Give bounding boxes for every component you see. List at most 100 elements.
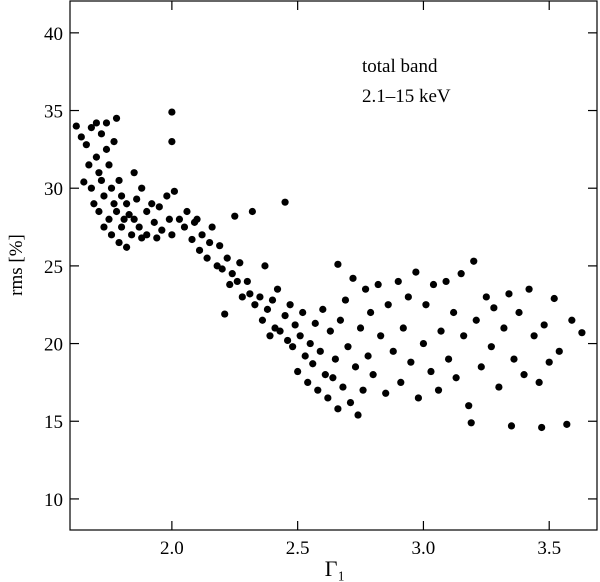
scatter-point [82, 141, 90, 149]
y-tick-label: 35 [44, 102, 63, 123]
scatter-point [397, 378, 405, 387]
scatter-point [128, 231, 136, 239]
scatter-point [168, 138, 176, 146]
scatter-point [80, 178, 88, 186]
scatter-point [223, 254, 231, 262]
scatter-point [203, 254, 211, 262]
scatter-point [331, 355, 339, 363]
scatter-point [389, 347, 397, 355]
scatter-point [311, 319, 319, 327]
scatter-point [233, 277, 241, 286]
scatter-point [221, 310, 229, 318]
scatter-point [228, 270, 236, 278]
scatter-point [155, 203, 163, 211]
scatter-point [72, 122, 80, 130]
scatter-point [281, 198, 289, 206]
scatter-point [367, 308, 375, 317]
scatter-point [291, 321, 299, 329]
y-tick-label: 20 [44, 335, 63, 356]
scatter-point [150, 218, 158, 226]
scatter-point [545, 358, 553, 366]
scatter-point [238, 293, 246, 301]
scatter-point [563, 420, 571, 428]
scatter-point [538, 423, 546, 432]
scatter-point [107, 231, 116, 239]
scatter-point [394, 277, 402, 286]
scatter-point [341, 296, 350, 304]
scatter-point [450, 308, 458, 317]
scatter-point [158, 226, 166, 234]
scatter-point [77, 133, 85, 141]
scatter-point [515, 308, 523, 317]
scatter-point [175, 215, 184, 223]
scatter-point [412, 268, 420, 276]
scatter-point [299, 308, 307, 317]
scatter-point [294, 367, 302, 376]
scatter-point [477, 363, 485, 371]
scatter-point [369, 371, 377, 379]
y-tick-label: 10 [44, 490, 63, 511]
scatter-point [304, 378, 312, 387]
scatter-point [102, 119, 111, 127]
scatter-point [206, 238, 214, 247]
scatter-point [319, 305, 327, 313]
scatter-point [442, 277, 450, 286]
scatter-point [283, 336, 292, 345]
scatter-point [143, 231, 151, 239]
scatter-point [407, 358, 415, 366]
scatter-point [125, 211, 133, 219]
scatter-point [117, 192, 126, 200]
scatter-point [85, 161, 93, 169]
scatter-point [100, 223, 108, 231]
scatter-point [273, 285, 282, 293]
scatter-point [105, 161, 113, 169]
scatter-point [143, 207, 151, 216]
scatter-point [95, 207, 103, 216]
scatter-point [281, 312, 289, 320]
scatter-point [482, 293, 490, 301]
scatter-point [301, 352, 309, 360]
x-tick-label: 2.5 [286, 538, 310, 559]
scatter-point [198, 231, 206, 239]
scatter-point [165, 215, 173, 223]
scatter-point [170, 187, 178, 195]
scatter-point [276, 327, 284, 335]
scatter-point [236, 259, 244, 267]
scatter-point [495, 383, 503, 391]
scatter-point [231, 212, 239, 220]
scatter-point [329, 374, 337, 382]
scatter-point [321, 371, 329, 379]
scatter-point [384, 301, 392, 309]
scatter-point [326, 327, 334, 335]
scatter-point [97, 130, 106, 138]
scatter-point [180, 223, 189, 231]
scatter-point [122, 243, 131, 251]
scatter-point [148, 200, 156, 208]
scatter-point [112, 114, 121, 122]
scatter-point [550, 294, 558, 303]
scatter-point [286, 301, 294, 309]
scatter-point [336, 316, 345, 324]
scatter-point [399, 324, 407, 332]
scatter-point [246, 290, 254, 298]
x-tick-label: 3.5 [537, 538, 561, 559]
scatter-point [263, 305, 272, 313]
scatter-point [361, 285, 370, 293]
scatter-point [193, 215, 201, 223]
y-axis-label: rms [%] [6, 234, 27, 296]
scatter-point [382, 389, 390, 397]
scatter-point [130, 215, 138, 223]
scatter-point [472, 316, 480, 324]
scatter-point [163, 192, 171, 200]
y-tick-label: 25 [44, 257, 63, 278]
scatter-point [115, 176, 123, 185]
scatter-point [404, 293, 412, 301]
scatter-point [507, 422, 516, 430]
scatter-point [334, 260, 342, 268]
scatter-point [530, 332, 538, 340]
annotation: 2.1–15 keV [362, 86, 451, 107]
scatter-point [135, 223, 143, 231]
scatter-point [568, 316, 576, 324]
scatter-point [578, 329, 586, 337]
scatter-point [105, 215, 113, 223]
